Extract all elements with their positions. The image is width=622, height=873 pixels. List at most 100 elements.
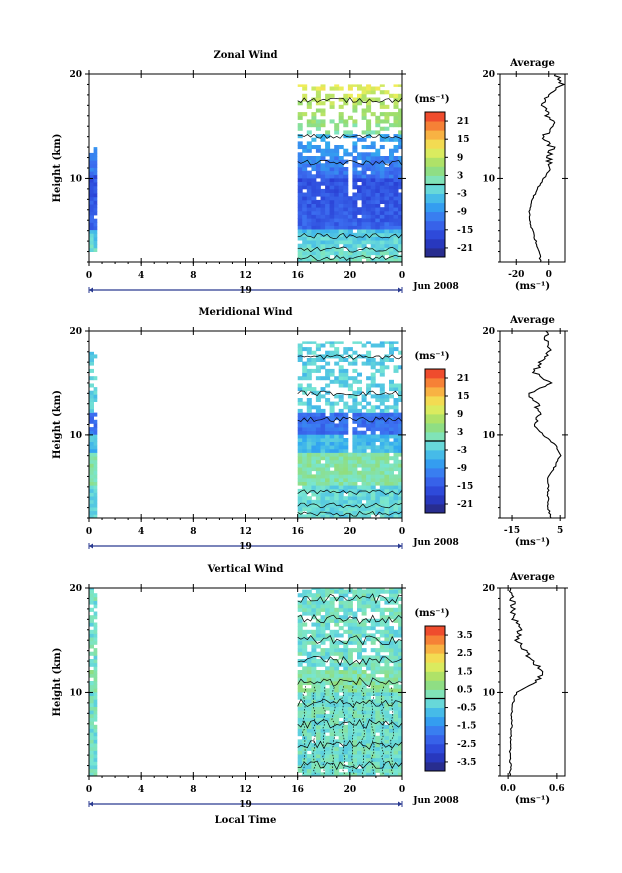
colorbar-swatch [425,725,445,736]
data-cell [370,681,376,686]
data-cell [379,684,385,689]
data-cell [93,211,98,216]
colorbar-tick-label: 3 [457,171,463,181]
data-cell [343,702,349,707]
data-cell [389,214,394,219]
data-cell [347,196,353,201]
data-cell [315,492,321,497]
data-cell [89,691,94,696]
data-cell [393,181,399,186]
data-cell [329,243,335,248]
data-cell [366,130,372,135]
profile-x-label: (ms⁻¹) [515,795,550,806]
data-cell [357,254,362,259]
data-cell [302,243,308,248]
data-cell [338,488,344,493]
data-cell [334,163,340,168]
data-cell [379,438,385,442]
data-cell [320,225,326,230]
data-cell [320,750,326,755]
data-cell [315,633,321,638]
data-cell [325,199,331,204]
data-cell [93,600,98,605]
data-cell [89,196,94,201]
data-cell [347,387,353,392]
data-cell [347,596,353,601]
data-cell [302,514,308,519]
data-cell [361,86,367,91]
data-cell [398,618,403,623]
data-cell [297,84,303,87]
data-cell [93,229,98,234]
data-cell [370,170,376,175]
data-cell [315,637,321,642]
data-cell [320,163,326,168]
data-cell [306,706,312,711]
data-cell [352,492,358,497]
data-cell [93,434,98,439]
data-cell [347,659,353,664]
data-cell [375,507,381,512]
data-cell [357,637,362,642]
data-cell [89,765,94,770]
data-cell [352,706,358,711]
data-cell [329,481,335,486]
data-cell [302,481,308,486]
data-cell [315,441,321,446]
data-cell [393,488,399,493]
profile-y-tick-label: 10 [482,431,495,441]
data-cell [306,743,312,748]
data-cell [311,607,317,612]
data-cell [366,221,372,226]
profile-line [528,330,562,519]
data-cell [357,448,362,453]
data-cell [306,772,312,777]
data-cell [302,648,308,653]
data-cell [93,492,98,497]
data-cell [325,438,331,442]
data-cell [334,427,340,432]
data-cell [357,174,362,179]
data-cell [375,481,381,486]
data-cell [89,702,94,707]
data-cell [357,699,362,704]
data-cell [389,589,394,594]
data-cell [89,456,94,461]
data-cell [315,185,321,190]
data-cell [297,398,303,402]
data-cell [384,644,390,649]
colorbar-swatch [425,247,445,258]
data-cell [375,699,381,704]
data-cell [338,589,344,594]
data-cell [352,673,358,678]
data-cell [297,626,303,631]
data-cell [343,130,349,135]
data-cell [89,474,94,479]
contour-line [297,246,403,253]
data-cell [357,629,362,634]
data-cell [343,496,349,501]
data-cell [306,101,312,106]
data-cell [389,156,394,161]
data-cell [320,662,326,667]
data-cell [311,341,317,344]
data-cell [89,695,94,700]
data-cell [352,732,358,737]
data-cell [89,743,94,748]
data-cell [306,688,312,693]
data-cell [347,210,353,215]
data-cell [325,478,331,482]
data-cell [297,622,303,627]
data-cell [393,218,399,223]
data-cell [366,341,372,344]
data-cell [329,666,335,671]
data-cell [370,412,376,417]
data-cell [315,192,321,197]
data-cell [347,702,353,707]
data-cell [320,408,326,413]
colorbar-swatch [425,680,445,690]
data-cell [379,485,385,490]
data-cell [302,203,308,208]
data-cell [347,648,353,653]
